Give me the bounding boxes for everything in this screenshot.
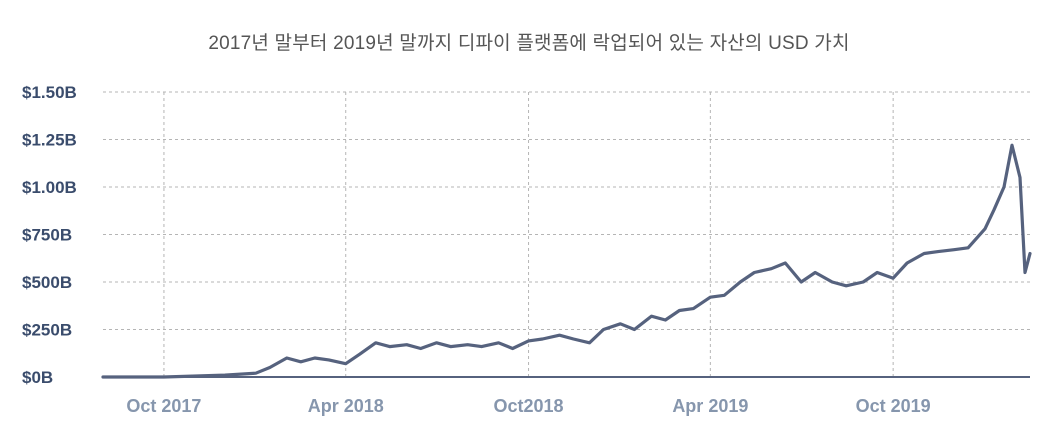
series-line (101, 143, 1032, 379)
x-axis-ticks: Oct 2017 Apr 2018 Oct2018 Apr 2019 Oct 2019 (126, 396, 930, 416)
y-axis-ticks: $0B $250B $500B $750B $1.00B $1.25B $1.50B (22, 83, 77, 387)
y-tick-label: $750B (22, 226, 72, 245)
y-tick-label: $1.50B (22, 83, 77, 102)
x-tick-label: Apr 2019 (672, 396, 748, 416)
y-tick-label: $1.00B (22, 178, 77, 197)
x-tick-label: Oct 2019 (856, 396, 931, 416)
y-tick-label: $0B (22, 368, 53, 387)
y-tick-label: $250B (22, 321, 72, 340)
x-tick-label: Oct2018 (494, 396, 564, 416)
y-tick-label: $1.25B (22, 131, 77, 150)
x-tick-label: Oct 2017 (126, 396, 201, 416)
series-group (101, 143, 1032, 379)
y-tick-label: $500B (22, 273, 72, 292)
chart-title: 2017년 말부터 2019년 말까지 디파이 플랫폼에 락업되어 있는 자산의… (208, 33, 850, 54)
grid-lines (103, 91, 1030, 377)
x-tick-label: Apr 2018 (308, 396, 384, 416)
